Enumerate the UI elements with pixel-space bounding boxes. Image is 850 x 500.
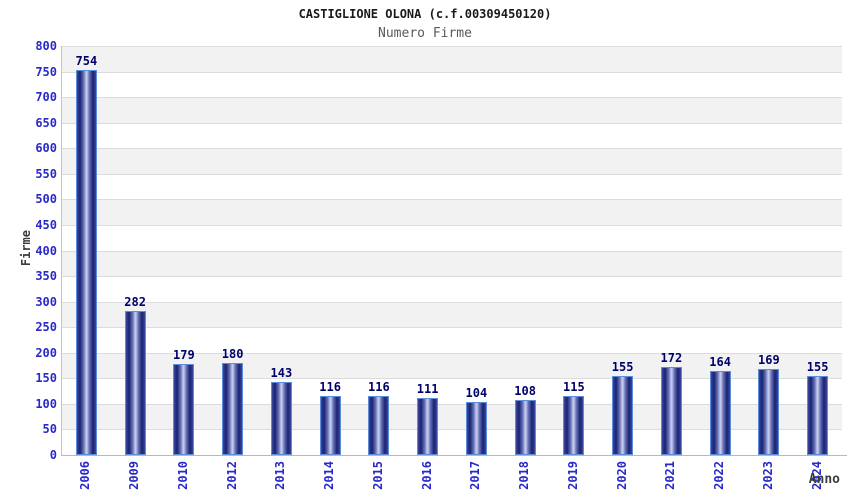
bar-2014 (319, 395, 341, 455)
x-tick-label: 2020 (614, 461, 629, 490)
gridline (62, 276, 842, 278)
y-tick-label: 100 (35, 396, 57, 411)
plot-band (62, 71, 842, 98)
bar-value-label: 155 (611, 359, 634, 374)
gridline (62, 378, 842, 380)
gridline (62, 46, 842, 47)
gridline (62, 122, 842, 124)
y-tick-label: 750 (35, 64, 57, 79)
bar-2016 (417, 398, 439, 455)
x-tick-label: 2016 (419, 461, 434, 490)
plot-band (62, 97, 842, 123)
bar-value-label: 111 (416, 382, 439, 397)
y-tick-label: 600 (35, 141, 57, 156)
y-tick-label: 800 (35, 39, 57, 53)
y-tick-label: 0 (49, 448, 57, 462)
bar-value-label: 116 (319, 379, 341, 394)
bar-2023 (758, 368, 780, 455)
gridline (62, 429, 842, 431)
bar-value-label: 754 (75, 53, 98, 68)
y-tick-label: 50 (42, 422, 57, 437)
bar-2015 (368, 395, 390, 455)
plot-band (62, 173, 842, 200)
gridline (62, 403, 842, 405)
gridline (62, 352, 842, 354)
y-tick-label: 650 (35, 115, 57, 130)
y-tick-label: 200 (35, 345, 57, 360)
gridline (62, 173, 842, 175)
plot-band (62, 122, 842, 149)
bar-2012 (222, 362, 244, 455)
x-tick-label: 2019 (565, 461, 580, 490)
gridline (62, 224, 842, 226)
x-tick-label: 2021 (663, 461, 678, 490)
x-tick-label: 2015 (370, 461, 385, 490)
y-axis-title: Firme (19, 230, 33, 267)
bar-value-label: 115 (563, 380, 585, 395)
y-tick-label: 350 (35, 269, 57, 284)
bar-value-label: 164 (709, 355, 731, 370)
x-tick-label: 2009 (127, 461, 142, 490)
bar-2018 (514, 399, 536, 455)
gridline (62, 148, 842, 150)
bar-2020 (612, 375, 634, 455)
plot-band (62, 327, 842, 353)
y-tick-label: 300 (35, 294, 57, 309)
y-tick-label: 400 (35, 243, 57, 258)
bar-value-label: 282 (124, 294, 146, 309)
plot-band (62, 301, 842, 328)
plot-band (62, 224, 842, 251)
bar-value-label: 169 (758, 352, 780, 367)
bar-value-label: 155 (806, 359, 829, 374)
gridline (62, 327, 842, 329)
plot-band (62, 148, 842, 174)
gridline (62, 71, 842, 73)
bar-2024 (807, 375, 829, 455)
y-tick-label: 250 (35, 320, 57, 335)
x-tick-label: 2013 (273, 461, 288, 490)
x-axis-line (61, 455, 847, 456)
plot-band (62, 199, 842, 225)
y-tick-label: 150 (35, 371, 57, 386)
bar-value-label: 180 (221, 346, 244, 361)
x-tick-label: 2006 (78, 461, 93, 490)
bar-2022 (709, 371, 731, 455)
chart-title: CASTIGLIONE OLONA (c.f.00309450120) (298, 7, 552, 21)
y-axis-line (61, 46, 62, 455)
gridline (62, 250, 842, 252)
x-tick-label: 2012 (224, 461, 239, 490)
x-tick-label: 2018 (517, 461, 532, 490)
bar-2019 (563, 396, 585, 455)
bar-value-label: 143 (270, 365, 293, 380)
plot-band (62, 46, 842, 72)
chart-subtitle: Numero Firme (378, 26, 472, 41)
plot-area: 754 282 179 180 143 116 116 111 104 108 115 155 172 1… (62, 46, 842, 455)
y-tick-label: 500 (35, 192, 57, 207)
plot-band (62, 276, 842, 302)
plot-band (62, 250, 842, 277)
bar-value-label: 104 (465, 385, 488, 400)
bar-2021 (660, 367, 682, 455)
y-tick-label: 550 (35, 166, 57, 181)
bar-2010 (173, 363, 195, 455)
x-axis-title: Anno (808, 472, 840, 487)
x-tick-label: 2022 (712, 461, 727, 490)
bar-value-label: 108 (514, 383, 536, 398)
bar-value-label: 116 (368, 379, 390, 394)
bar-2009 (124, 310, 146, 455)
y-tick-label: 700 (35, 90, 57, 105)
bar-2013 (270, 381, 292, 455)
x-tick-label: 2017 (468, 461, 483, 490)
gridline (62, 301, 842, 303)
x-tick-label: 2010 (175, 461, 190, 490)
bar-2006 (75, 69, 97, 455)
y-tick-label: 450 (35, 217, 57, 232)
gridline (62, 97, 842, 99)
x-tick-label: 2014 (322, 461, 337, 490)
bar-value-label: 172 (660, 351, 683, 366)
gridline (62, 199, 842, 201)
bar-2017 (465, 401, 487, 455)
bar-value-label: 179 (173, 347, 195, 362)
